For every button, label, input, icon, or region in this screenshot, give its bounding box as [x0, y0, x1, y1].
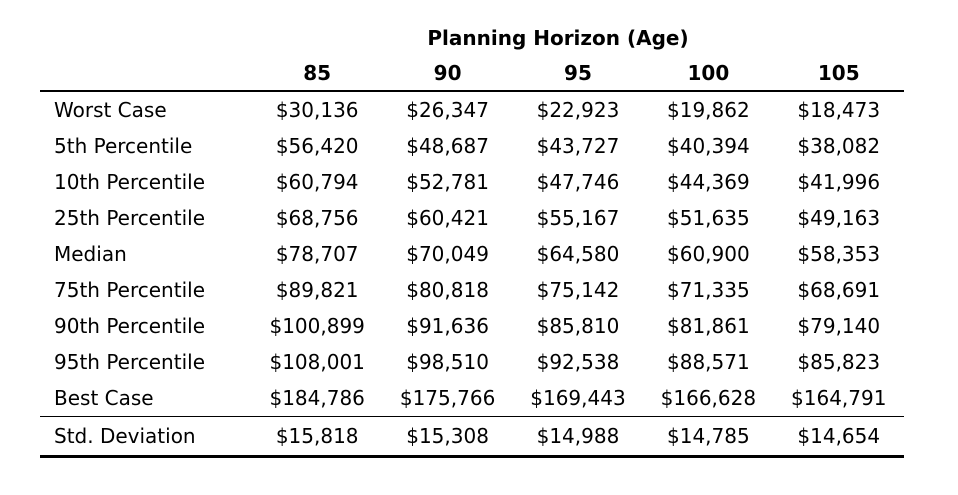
table-row-worst-case: Worst Case $30,136 $26,347 $22,923 $19,8…: [40, 92, 904, 128]
row-label: 95th Percentile: [54, 350, 205, 374]
table-row-std-deviation: Std. Deviation $15,818 $15,308 $14,988 $…: [40, 417, 904, 458]
table-cell: $89,821: [275, 278, 359, 302]
table-cell: $164,791: [791, 386, 887, 410]
table-cell: $169,443: [530, 386, 626, 410]
table-cell: $85,810: [536, 314, 620, 338]
table-cell: $79,140: [797, 314, 881, 338]
planning-horizon-table: Planning Horizon (Age) 85 90 95 100 105 …: [40, 20, 904, 458]
row-label: Median: [54, 242, 127, 266]
table-cell: $98,510: [406, 350, 489, 374]
table-cell: $22,923: [536, 98, 620, 122]
table-cell: $49,163: [797, 206, 881, 230]
table-cell: $71,335: [667, 278, 750, 302]
table-cell: $38,082: [797, 134, 881, 158]
table-cell: $14,654: [797, 424, 881, 448]
table-cell: $52,781: [406, 170, 489, 194]
row-label: 75th Percentile: [54, 278, 205, 302]
table-cell: $40,394: [667, 134, 750, 158]
table-cell: $70,049: [406, 242, 489, 266]
column-header-90: 90: [433, 61, 462, 85]
table-cell: $51,635: [667, 206, 750, 230]
table-cell: $85,823: [797, 350, 881, 374]
table-cell: $60,794: [275, 170, 359, 194]
table-cell: $48,687: [406, 134, 489, 158]
table-cell: $68,756: [275, 206, 359, 230]
table-cell: $43,727: [536, 134, 620, 158]
table-cell: $60,900: [667, 242, 750, 266]
table-cell: $108,001: [269, 350, 365, 374]
table-cell: $15,818: [275, 424, 359, 448]
table-cell: $184,786: [269, 386, 365, 410]
row-label: 90th Percentile: [54, 314, 205, 338]
table-cell: $60,421: [406, 206, 489, 230]
table-row-25th-percentile: 25th Percentile $68,756 $60,421 $55,167 …: [40, 200, 904, 236]
column-header-row: 85 90 95 100 105: [40, 56, 904, 92]
table-cell: $88,571: [667, 350, 750, 374]
table-cell: $14,988: [536, 424, 620, 448]
table-cell: $91,636: [406, 314, 489, 338]
table-cell: $15,308: [406, 424, 489, 448]
table-cell: $30,136: [275, 98, 359, 122]
table-row-10th-percentile: 10th Percentile $60,794 $52,781 $47,746 …: [40, 164, 904, 200]
table-cell: $64,580: [536, 242, 620, 266]
table-cell: $56,420: [275, 134, 359, 158]
column-header-95: 95: [564, 61, 592, 85]
table-title: Planning Horizon (Age): [427, 26, 689, 50]
table-cell: $81,861: [667, 314, 750, 338]
table-cell: $75,142: [536, 278, 620, 302]
row-label: 10th Percentile: [54, 170, 205, 194]
column-header-105: 105: [817, 61, 860, 85]
row-label: Std. Deviation: [54, 424, 196, 448]
table-cell: $55,167: [536, 206, 620, 230]
table-row-95th-percentile: 95th Percentile $108,001 $98,510 $92,538…: [40, 344, 904, 380]
column-header-100: 100: [687, 61, 730, 85]
row-label: 5th Percentile: [54, 134, 193, 158]
table-row-median: Median $78,707 $70,049 $64,580 $60,900 $…: [40, 236, 904, 272]
table-cell: $44,369: [667, 170, 750, 194]
row-label: Best Case: [54, 386, 154, 410]
row-label: 25th Percentile: [54, 206, 205, 230]
table-cell: $166,628: [660, 386, 757, 410]
table-cell: $19,862: [667, 98, 750, 122]
table-body: Worst Case $30,136 $26,347 $22,923 $19,8…: [40, 92, 904, 417]
table-cell: $80,818: [406, 278, 489, 302]
table-cell: $78,707: [275, 242, 359, 266]
table-row-best-case: Best Case $184,786 $175,766 $169,443 $16…: [40, 380, 904, 417]
table-cell: $58,353: [797, 242, 881, 266]
table-cell: $47,746: [536, 170, 620, 194]
table-cell: $68,691: [797, 278, 881, 302]
table-cell: $92,538: [536, 350, 620, 374]
table-row-5th-percentile: 5th Percentile $56,420 $48,687 $43,727 $…: [40, 128, 904, 164]
table-cell: $175,766: [399, 386, 496, 410]
table-cell: $18,473: [797, 98, 881, 122]
table-cell: $100,899: [269, 314, 365, 338]
table-cell: $14,785: [667, 424, 750, 448]
table-cell: $41,996: [797, 170, 881, 194]
table-cell: $26,347: [406, 98, 489, 122]
table-row-75th-percentile: 75th Percentile $89,821 $80,818 $75,142 …: [40, 272, 904, 308]
table-row-90th-percentile: 90th Percentile $100,899 $91,636 $85,810…: [40, 308, 904, 344]
column-header-85: 85: [303, 61, 332, 85]
row-label: Worst Case: [54, 98, 167, 122]
